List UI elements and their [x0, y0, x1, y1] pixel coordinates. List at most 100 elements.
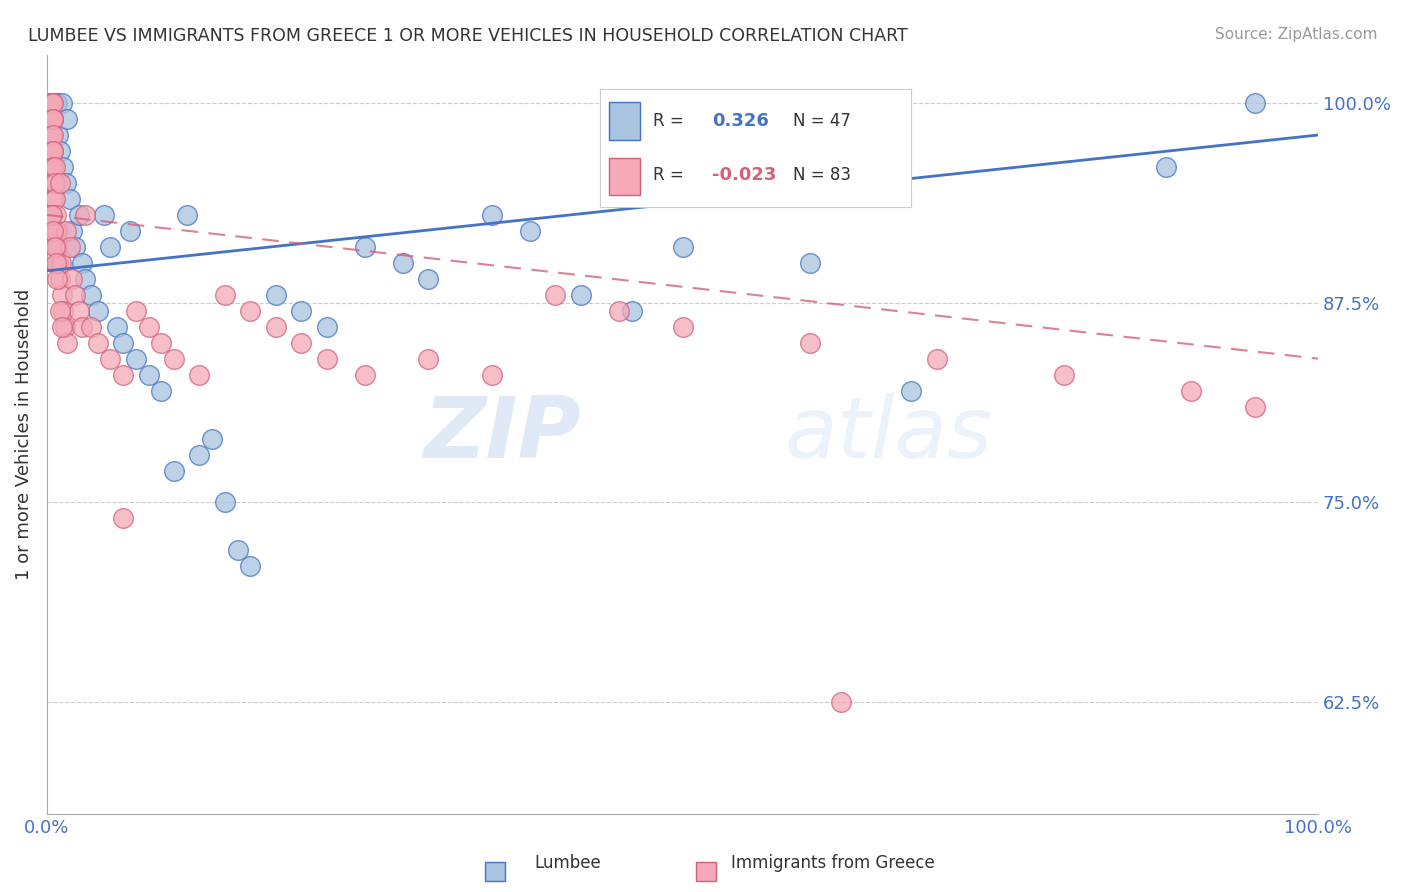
- Point: [49, 256, 72, 270]
- Point: [44, 192, 66, 206]
- Text: atlas: atlas: [785, 393, 993, 476]
- Point: [41, 176, 63, 190]
- Point: [41, 128, 63, 142]
- Point: [392, 256, 415, 270]
- Point: [41, 96, 63, 111]
- Point: [45, 240, 67, 254]
- Point: [39, 96, 62, 111]
- Point: [607, 303, 630, 318]
- Point: [42, 224, 65, 238]
- Point: [59, 240, 82, 254]
- Point: [290, 303, 312, 318]
- Point: [1180, 384, 1202, 398]
- Point: [290, 335, 312, 350]
- Point: [112, 511, 135, 525]
- Point: [1053, 368, 1076, 382]
- Point: [41, 160, 63, 174]
- Point: [150, 335, 173, 350]
- Point: [45, 224, 67, 238]
- Point: [671, 319, 693, 334]
- Point: [48, 144, 70, 158]
- Point: [100, 351, 122, 366]
- Point: [105, 319, 128, 334]
- Point: [93, 208, 115, 222]
- Point: [100, 240, 122, 254]
- Point: [56, 112, 79, 126]
- Point: [315, 319, 337, 334]
- Point: [201, 432, 224, 446]
- Point: [72, 256, 94, 270]
- Point: [63, 287, 86, 301]
- Point: [1243, 96, 1265, 111]
- Point: [42, 176, 65, 190]
- Point: [239, 303, 262, 318]
- Point: [67, 208, 90, 222]
- Point: [51, 319, 73, 334]
- Point: [118, 224, 141, 238]
- Point: [59, 192, 82, 206]
- Point: [176, 208, 198, 222]
- Point: [42, 128, 65, 142]
- Point: [39, 96, 62, 111]
- Point: [188, 448, 211, 462]
- Point: [41, 208, 63, 222]
- Point: [163, 351, 186, 366]
- Point: [41, 112, 63, 126]
- Point: [48, 176, 70, 190]
- Point: [41, 160, 63, 174]
- Point: [138, 368, 160, 382]
- Point: [42, 112, 65, 126]
- Point: [44, 240, 66, 254]
- Point: [125, 351, 148, 366]
- Point: [41, 144, 63, 158]
- Point: [239, 559, 262, 574]
- Point: [418, 272, 440, 286]
- Point: [125, 303, 148, 318]
- Point: [80, 319, 103, 334]
- Point: [56, 335, 79, 350]
- Point: [188, 368, 211, 382]
- Point: [264, 287, 287, 301]
- Point: [481, 208, 503, 222]
- Text: LUMBEE VS IMMIGRANTS FROM GREECE 1 OR MORE VEHICLES IN HOUSEHOLD CORRELATION CHA: LUMBEE VS IMMIGRANTS FROM GREECE 1 OR MO…: [28, 27, 908, 45]
- Point: [45, 256, 67, 270]
- Point: [112, 335, 135, 350]
- Point: [671, 240, 693, 254]
- Point: [46, 272, 69, 286]
- Point: [112, 368, 135, 382]
- Text: Immigrants from Greece: Immigrants from Greece: [731, 855, 935, 872]
- Point: [46, 256, 69, 270]
- Point: [41, 144, 63, 158]
- Y-axis label: 1 or more Vehicles in Household: 1 or more Vehicles in Household: [15, 289, 32, 580]
- Point: [55, 224, 77, 238]
- Point: [60, 272, 83, 286]
- Point: [418, 351, 440, 366]
- Point: [799, 335, 821, 350]
- Point: [42, 96, 65, 111]
- Point: [900, 384, 922, 398]
- Point: [41, 96, 63, 111]
- Text: Lumbee: Lumbee: [534, 855, 600, 872]
- Point: [226, 543, 249, 558]
- Point: [73, 208, 96, 222]
- Point: [544, 287, 567, 301]
- Point: [42, 192, 65, 206]
- Point: [1154, 160, 1177, 174]
- Point: [41, 112, 63, 126]
- Point: [39, 96, 62, 111]
- Point: [73, 272, 96, 286]
- Point: [42, 112, 65, 126]
- Point: [44, 176, 66, 190]
- Point: [569, 287, 592, 301]
- Point: [67, 303, 90, 318]
- Point: [46, 96, 69, 111]
- Point: [52, 160, 75, 174]
- Point: [44, 160, 66, 174]
- Point: [46, 224, 69, 238]
- Point: [48, 272, 70, 286]
- Point: [87, 303, 110, 318]
- Point: [46, 240, 69, 254]
- Point: [163, 463, 186, 477]
- Point: [1243, 400, 1265, 414]
- Point: [41, 128, 63, 142]
